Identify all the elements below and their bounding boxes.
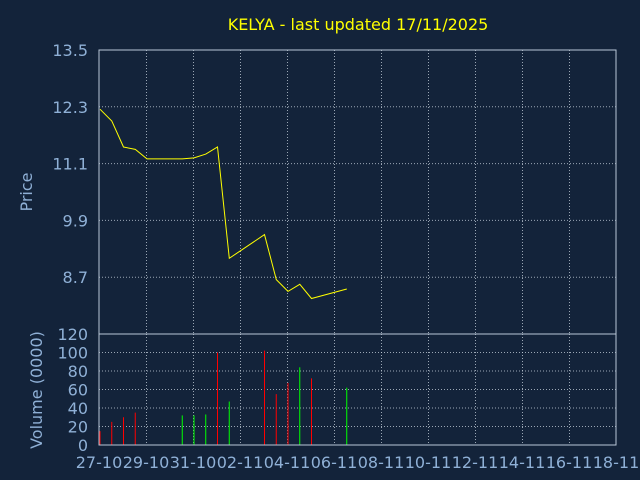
x-tick-label: 02-11 — [217, 453, 264, 472]
volume-y-axis-label: Volume (0000) — [27, 331, 46, 449]
x-tick-label: 08-11 — [358, 453, 405, 472]
volume-y-tick-label: 40 — [68, 399, 88, 418]
x-tick-label: 16-11 — [546, 453, 593, 472]
volume-y-tick-label: 60 — [68, 381, 88, 400]
x-tick-label: 14-11 — [499, 453, 546, 472]
price-gridlines — [99, 50, 616, 334]
volume-y-tick-label: 100 — [57, 344, 88, 363]
volume-y-tick-label: 20 — [68, 418, 88, 437]
volume-y-tick-label: 80 — [68, 362, 88, 381]
x-tick-label: 12-11 — [452, 453, 499, 472]
chart-title: KELYA - last updated 17/11/2025 — [228, 15, 489, 34]
price-y-axis-label: Price — [17, 172, 36, 211]
x-tick-label: 18-11 — [593, 453, 640, 472]
price-y-tick-label: 12.3 — [52, 98, 88, 117]
price-y-tick-label: 13.5 — [52, 41, 88, 60]
price-y-tick-label: 9.9 — [63, 211, 88, 230]
volume-plot-frame — [98, 333, 617, 446]
price-y-tick-label: 11.1 — [52, 155, 88, 174]
x-axis-ticks: 27-10 29-10 31-10 02-11 04-11 06-11 08-11 10-11… — [76, 453, 640, 472]
volume-bars — [99, 350, 348, 445]
x-tick-label: 10-11 — [405, 453, 452, 472]
x-tick-label: 29-10 — [123, 453, 170, 472]
x-tick-label: 04-11 — [264, 453, 311, 472]
x-tick-label: 27-10 — [76, 453, 123, 472]
volume-y-tick-label: 0 — [78, 436, 88, 455]
x-tick-label: 06-11 — [311, 453, 358, 472]
price-y-tick-label: 8.7 — [63, 268, 88, 287]
price-panel: 13.5 12.3 11.1 9.9 8.7 Price — [17, 41, 617, 335]
volume-y-tick-label: 120 — [57, 325, 88, 344]
price-series-line — [99, 108, 347, 300]
x-tick-label: 31-10 — [170, 453, 217, 472]
volume-gridlines — [99, 334, 616, 445]
price-plot-frame — [98, 49, 617, 335]
price-y-ticks: 13.5 12.3 11.1 9.9 8.7 — [52, 41, 88, 287]
